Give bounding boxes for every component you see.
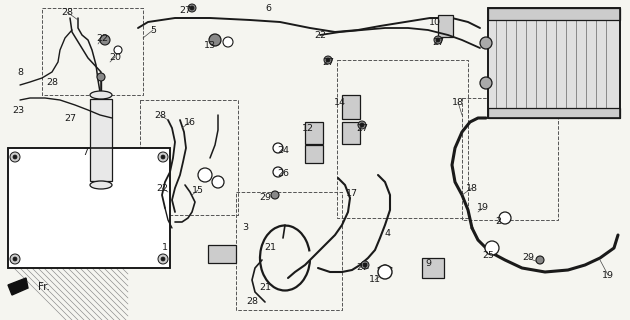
Bar	[90, 99, 112, 181]
Text: 18: 18	[452, 98, 464, 107]
Text: 27: 27	[432, 37, 444, 46]
Text: 28: 28	[246, 298, 258, 307]
Circle shape	[324, 56, 332, 64]
Circle shape	[361, 261, 369, 269]
Circle shape	[100, 35, 110, 45]
Text: 28: 28	[61, 7, 73, 17]
Circle shape	[536, 256, 544, 264]
Circle shape	[161, 257, 165, 261]
Text: 21: 21	[264, 244, 276, 252]
Ellipse shape	[90, 91, 112, 99]
Circle shape	[97, 73, 105, 81]
Bar	[488, 8, 620, 118]
Text: 11: 11	[369, 276, 381, 284]
Circle shape	[360, 123, 364, 127]
Text: 5: 5	[150, 26, 156, 35]
Text: 4: 4	[385, 228, 391, 237]
Circle shape	[114, 46, 122, 54]
Text: 2: 2	[495, 218, 501, 227]
Circle shape	[480, 37, 492, 49]
Circle shape	[358, 121, 366, 129]
Text: 14: 14	[334, 98, 346, 107]
Text: 26: 26	[277, 169, 289, 178]
Circle shape	[378, 265, 392, 279]
Text: 3: 3	[242, 223, 248, 233]
Circle shape	[190, 6, 194, 10]
Circle shape	[158, 254, 168, 264]
Bar	[208, 245, 236, 263]
Bar	[8, 148, 170, 268]
Circle shape	[198, 168, 212, 182]
Text: 23: 23	[12, 106, 24, 115]
Bar	[422, 258, 444, 278]
Circle shape	[10, 152, 20, 162]
Bar	[438, 15, 453, 37]
Circle shape	[13, 155, 17, 159]
Circle shape	[480, 77, 492, 89]
Text: 27: 27	[356, 124, 368, 132]
Text: 16: 16	[184, 117, 196, 126]
Text: 20: 20	[109, 52, 121, 61]
Text: Fr.: Fr.	[38, 282, 50, 292]
Bar	[305, 122, 323, 144]
Bar	[8, 148, 170, 268]
Text: 6: 6	[265, 4, 271, 12]
Text: 7: 7	[82, 148, 88, 156]
Text: 18: 18	[466, 183, 478, 193]
Bar	[342, 95, 360, 119]
Circle shape	[273, 167, 283, 177]
Text: 10: 10	[429, 18, 441, 27]
Text: 22: 22	[156, 183, 168, 193]
Text: 22: 22	[314, 30, 326, 39]
Text: 28: 28	[46, 77, 58, 86]
Bar	[488, 8, 620, 20]
Bar	[342, 122, 360, 144]
Text: 29: 29	[522, 253, 534, 262]
Text: 19: 19	[477, 204, 489, 212]
Text: 1: 1	[162, 244, 168, 252]
Polygon shape	[8, 278, 28, 295]
Text: 21: 21	[259, 284, 271, 292]
Text: 12: 12	[302, 124, 314, 132]
Circle shape	[273, 143, 283, 153]
Text: 8: 8	[17, 68, 23, 76]
Text: 19: 19	[602, 270, 614, 279]
Ellipse shape	[90, 181, 112, 189]
Circle shape	[485, 241, 499, 255]
Text: 27: 27	[64, 114, 76, 123]
Circle shape	[499, 212, 511, 224]
Circle shape	[212, 176, 224, 188]
Text: 25: 25	[482, 251, 494, 260]
Bar	[488, 108, 620, 118]
Circle shape	[161, 155, 165, 159]
Circle shape	[363, 263, 367, 267]
Text: 15: 15	[192, 186, 204, 195]
Circle shape	[434, 36, 442, 44]
Text: 28: 28	[154, 110, 166, 119]
Text: 27: 27	[322, 58, 334, 67]
Text: 29: 29	[259, 194, 271, 203]
Text: 27: 27	[356, 263, 368, 273]
Text: 24: 24	[277, 146, 289, 155]
Text: 13: 13	[204, 41, 216, 50]
Circle shape	[188, 4, 196, 12]
Circle shape	[13, 257, 17, 261]
Circle shape	[223, 37, 233, 47]
Circle shape	[209, 34, 221, 46]
Circle shape	[436, 38, 440, 42]
Bar	[305, 145, 323, 163]
Bar	[488, 8, 620, 118]
Circle shape	[10, 254, 20, 264]
Circle shape	[326, 58, 330, 62]
Circle shape	[271, 191, 279, 199]
Circle shape	[158, 152, 168, 162]
Text: 9: 9	[425, 259, 431, 268]
Text: 17: 17	[346, 188, 358, 197]
Text: 27: 27	[179, 5, 191, 14]
Text: 22: 22	[96, 34, 108, 43]
